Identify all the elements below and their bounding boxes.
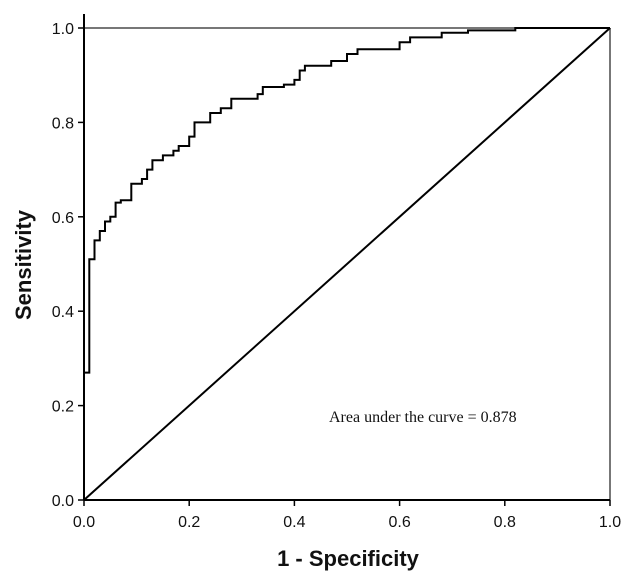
- y-tick-label: 1.0: [52, 21, 74, 38]
- reference-diagonal-line: [83, 27, 611, 501]
- y-tick-label: 0.0: [52, 493, 74, 510]
- y-tick-label: 0.6: [52, 210, 74, 227]
- auc-annotation: Area under the curve = 0.878: [329, 409, 517, 426]
- x-tick-label: 0.2: [178, 514, 200, 531]
- x-axis: 0.0 0.2 0.4 0.6 0.8 1.0: [73, 500, 621, 531]
- x-tick-label: 1.0: [599, 514, 621, 531]
- y-tick-label: 0.2: [52, 399, 74, 416]
- y-tick-label: 0.4: [52, 304, 74, 321]
- y-axis-title: Sensitivity: [11, 209, 36, 320]
- plot-frame: [83, 14, 611, 501]
- x-tick-label: 0.6: [388, 514, 410, 531]
- y-tick-label: 0.8: [52, 115, 74, 132]
- y-axis: 0.0 0.2 0.4 0.6 0.8 1.0: [52, 21, 84, 510]
- roc-curve-line: [83, 27, 610, 500]
- x-tick-label: 0.4: [283, 514, 305, 531]
- x-tick-label: 0.0: [73, 514, 95, 531]
- x-tick-label: 0.8: [494, 514, 516, 531]
- x-axis-title: 1 - Specificity: [277, 546, 420, 571]
